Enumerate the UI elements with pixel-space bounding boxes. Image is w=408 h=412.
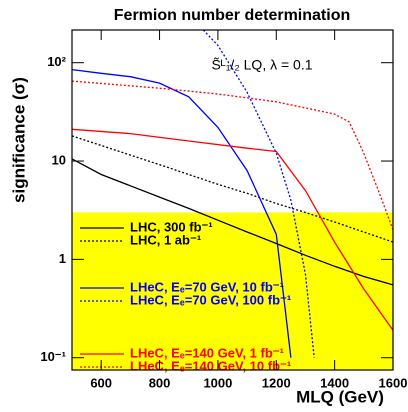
series-line: [72, 68, 292, 358]
y-axis-label: significance (σ): [9, 77, 28, 203]
y-tick-label: 10⁻¹: [40, 349, 66, 364]
legend-label: LHeC, Eₑ=140 GeV, 10 fb⁻¹: [130, 358, 291, 373]
x-tick-label: 600: [90, 375, 112, 390]
series-line: [72, 158, 393, 286]
x-tick-label: 1600: [379, 375, 408, 390]
chart-title: Fermion number determination: [114, 7, 350, 24]
legend-label: LHC, 300 fb⁻¹: [130, 219, 213, 234]
y-tick-label: 10: [52, 152, 66, 167]
legend-label: LHeC, Eₑ=140 GeV, 1 fb⁻¹: [130, 345, 284, 360]
x-tick-label: 800: [149, 375, 171, 390]
plot-frame: [71, 29, 394, 371]
x-axis-label: MLQ (GeV): [296, 387, 384, 406]
x-tick-label: 1200: [262, 375, 291, 390]
series-line: [72, 80, 393, 231]
y-tick-label: 10²: [47, 54, 66, 69]
annotation: S̃ᴸ₁/₂ LQ, λ = 0.1: [211, 56, 312, 72]
series-line: [72, 135, 393, 243]
x-tick-label: 1000: [203, 375, 232, 390]
x-tick-label: 1400: [320, 375, 349, 390]
series-line: [202, 30, 315, 358]
legend-label: LHC, 1 ab⁻¹: [130, 232, 201, 247]
y-tick-label: 1: [59, 251, 66, 266]
plot-lines: [72, 30, 393, 358]
highlight-band: [72, 212, 393, 370]
legend-label: LHeC, Eₑ=70 GeV, 10 fb⁻¹: [130, 279, 284, 294]
series-line: [72, 128, 393, 331]
legend-label: LHeC, Eₑ=70 GeV, 100 fb⁻¹: [130, 292, 291, 307]
